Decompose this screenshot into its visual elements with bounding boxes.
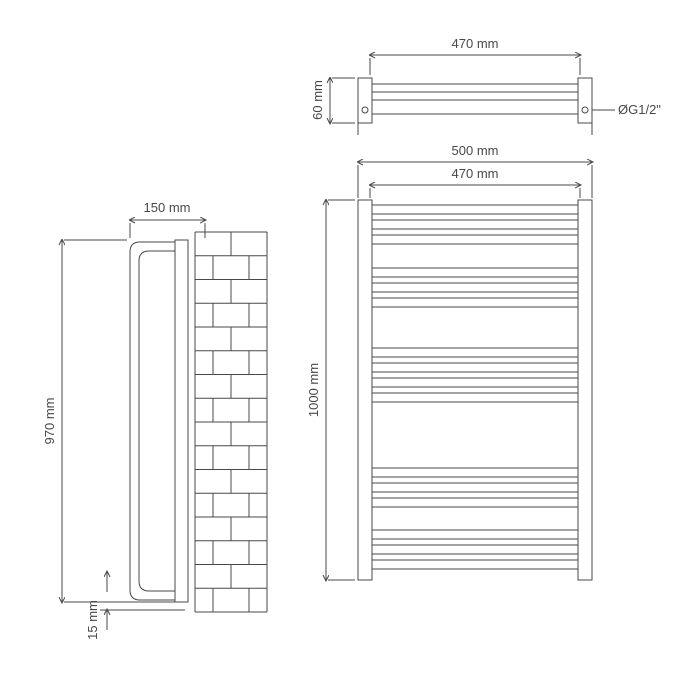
- top-view: 470 mm 60 mm ØG1/2": [310, 36, 661, 135]
- front-outer-width-label: 500 mm: [452, 143, 499, 158]
- side-depth-label: 150 mm: [144, 200, 191, 215]
- front-inner-width-label: 470 mm: [452, 166, 499, 181]
- thread-label: ØG1/2": [618, 102, 661, 117]
- front-height-label: 1000 mm: [306, 363, 321, 417]
- top-width-label: 470 mm: [452, 36, 499, 51]
- top-height-label: 60 mm: [310, 80, 325, 120]
- side-gap-label: 15 mm: [85, 600, 100, 640]
- side-view: 150 mm 970 mm 15 mm: [42, 200, 267, 640]
- front-view: 500 mm 470 mm 1000 mm: [306, 143, 592, 580]
- side-height-label: 970 mm: [42, 398, 57, 445]
